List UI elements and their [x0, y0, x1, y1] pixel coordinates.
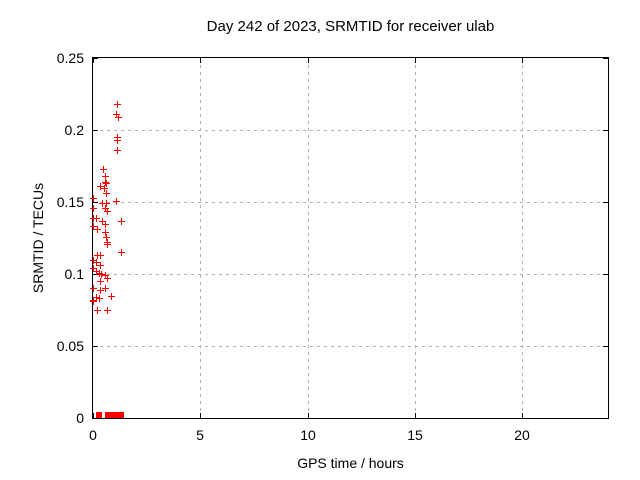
x-tick-mark	[522, 58, 523, 63]
data-point-marker	[114, 147, 121, 154]
y-tick-mark	[93, 418, 98, 419]
y-tick-label: 0.1	[64, 266, 84, 282]
x-tick-mark	[415, 413, 416, 418]
data-point-marker	[102, 285, 109, 292]
y-tick-mark	[603, 274, 608, 275]
data-point-marker	[118, 218, 125, 225]
data-point-marker	[102, 173, 109, 180]
y-tick-label: 0.2	[64, 122, 84, 138]
data-point-marker	[97, 262, 104, 269]
y-tick-label: 0.25	[56, 50, 84, 66]
data-point-marker	[97, 278, 104, 285]
y-tick-label: 0	[76, 410, 84, 426]
x-tick-mark	[308, 413, 309, 418]
data-point-marker	[94, 307, 101, 314]
y-tick-mark	[603, 130, 608, 131]
data-point-marker	[90, 298, 97, 305]
data-point-marker	[102, 229, 109, 236]
x-tick-mark	[93, 413, 94, 418]
data-point-marker	[96, 270, 103, 277]
x-tick-label: 5	[196, 427, 204, 443]
data-point-marker	[90, 285, 97, 292]
y-tick-mark	[93, 346, 98, 347]
data-point-marker	[99, 200, 106, 207]
x-tick-mark	[522, 413, 523, 418]
data-point-marker	[97, 183, 104, 190]
data-point-marker	[102, 221, 109, 228]
data-point-marker	[104, 241, 111, 248]
x-tick-mark	[93, 58, 94, 63]
data-point-marker	[118, 249, 125, 256]
x-gridline	[415, 58, 416, 418]
y-gridline	[93, 274, 608, 275]
y-gridline	[93, 130, 608, 131]
data-point-marker	[103, 234, 110, 241]
data-point-marker	[90, 205, 97, 212]
data-point-marker	[97, 287, 104, 294]
y-tick-mark	[93, 58, 98, 59]
data-point-marker	[93, 294, 100, 301]
y-tick-label: 0.05	[56, 338, 84, 354]
data-point-marker	[102, 179, 109, 186]
data-point-marker	[114, 137, 121, 144]
data-point-marker	[93, 215, 100, 222]
zero-value-marker	[97, 412, 102, 418]
y-tick-mark	[603, 346, 608, 347]
data-point-marker	[108, 293, 115, 300]
x-axis-label: GPS time / hours	[297, 455, 404, 471]
data-point-marker	[102, 272, 109, 279]
x-tick-label: 15	[407, 427, 423, 443]
data-point-marker	[97, 252, 104, 259]
data-point-marker	[94, 226, 101, 233]
x-tick-mark	[308, 58, 309, 63]
data-point-marker	[113, 198, 120, 205]
data-point-marker	[96, 295, 103, 302]
y-gridline	[93, 202, 608, 203]
zero-value-marker	[119, 412, 124, 418]
data-point-marker	[90, 257, 97, 264]
data-point-marker	[104, 208, 111, 215]
data-point-marker	[90, 223, 97, 230]
data-point-marker	[114, 101, 121, 108]
y-tick-mark	[93, 274, 98, 275]
x-tick-label: 20	[514, 427, 530, 443]
data-point-marker	[103, 200, 110, 207]
data-point-marker	[102, 205, 109, 212]
x-tick-label: 0	[89, 427, 97, 443]
data-point-marker	[104, 307, 111, 314]
y-tick-label: 0.15	[56, 194, 84, 210]
data-point-marker	[115, 114, 122, 121]
data-point-marker	[90, 195, 97, 202]
data-point-marker	[103, 180, 110, 187]
y-tick-mark	[603, 418, 608, 419]
x-tick-mark	[200, 413, 201, 418]
y-tick-mark	[603, 202, 608, 203]
y-tick-mark	[603, 58, 608, 59]
data-point-marker	[99, 218, 106, 225]
x-gridline	[522, 58, 523, 418]
data-point-marker	[98, 271, 105, 278]
y-gridline	[93, 346, 608, 347]
x-tick-mark	[200, 58, 201, 63]
data-point-marker	[113, 111, 120, 118]
x-gridline	[308, 58, 309, 418]
y-tick-mark	[93, 202, 98, 203]
x-tick-label: 10	[300, 427, 316, 443]
data-point-marker	[93, 259, 100, 266]
x-tick-mark	[415, 58, 416, 63]
plot-area	[90, 57, 609, 419]
chart-title: Day 242 of 2023, SRMTID for receiver ula…	[206, 18, 495, 35]
data-point-marker	[103, 190, 110, 197]
data-point-marker	[101, 185, 108, 192]
zero-value-marker	[114, 412, 119, 418]
data-point-marker	[100, 166, 107, 173]
data-point-marker	[104, 275, 111, 282]
data-point-marker	[93, 268, 100, 275]
x-gridline	[200, 58, 201, 418]
y-tick-mark	[93, 130, 98, 131]
data-point-marker	[90, 265, 97, 272]
